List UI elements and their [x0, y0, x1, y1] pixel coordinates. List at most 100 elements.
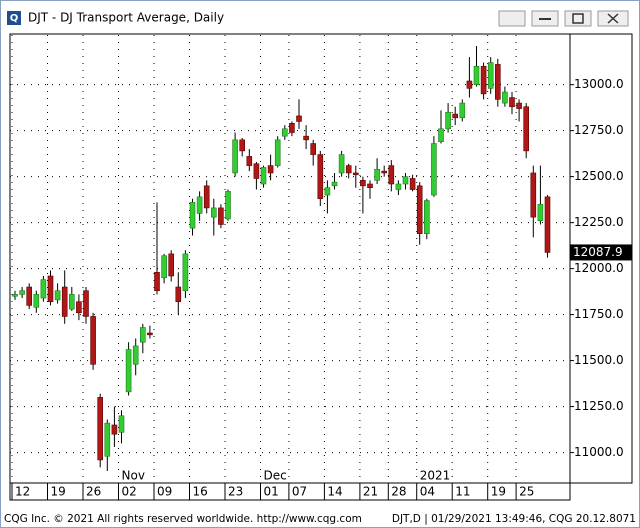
candle-body: [12, 294, 18, 297]
candle-body: [466, 80, 473, 89]
candle-body: [381, 170, 388, 174]
candle-body: [218, 207, 224, 225]
candle-body: [487, 62, 494, 89]
candle-body: [331, 181, 338, 187]
candle-body: [97, 397, 103, 461]
candle-body: [345, 165, 352, 174]
x-tick-label: 04: [420, 485, 435, 499]
candle-body: [502, 91, 508, 104]
candle-body: [303, 135, 309, 141]
candle-body: [225, 191, 231, 220]
link-button[interactable]: [498, 10, 526, 27]
candle-body: [445, 111, 451, 130]
candle-body: [494, 64, 501, 100]
candle-body: [324, 187, 331, 196]
candle-body: [267, 165, 274, 174]
candle-body: [40, 279, 47, 299]
y-tick-label: 12500.0: [574, 169, 624, 183]
candle-body: [76, 301, 82, 314]
candle-body: [175, 286, 182, 303]
x-tick-label: 26: [86, 485, 101, 499]
last-price-label: 12087.9: [573, 245, 623, 259]
y-tick-label: 13000.0: [574, 77, 624, 91]
x-tick-label: 19: [51, 485, 66, 499]
month-label: Nov: [122, 469, 145, 483]
x-axis-area: [9, 482, 571, 501]
x-tick-label: 12: [15, 485, 30, 499]
last-price-box: [570, 244, 632, 261]
candle-body: [317, 154, 324, 200]
month-label: 2021: [420, 469, 451, 483]
candle-body: [154, 271, 160, 291]
candle-body: [203, 185, 210, 209]
x-tick-label: 14: [327, 485, 342, 499]
candle-body: [239, 139, 245, 152]
candle-body: [69, 294, 75, 310]
app-icon: [7, 11, 21, 25]
candle-body: [168, 253, 174, 277]
candle-body: [395, 183, 402, 190]
close-glyph: [607, 13, 619, 24]
candle-body: [438, 128, 444, 142]
candle-body: [523, 106, 530, 152]
x-tick-label: 02: [122, 485, 137, 499]
candle-body: [409, 178, 416, 190]
y-tick-label: 11000.0: [574, 445, 624, 459]
x-tick-label: 23: [228, 485, 243, 499]
restore-button[interactable]: [564, 10, 592, 27]
candle-body: [374, 168, 380, 181]
candle-body: [140, 327, 146, 343]
candle-body: [54, 290, 61, 301]
candle-body: [125, 349, 132, 393]
candle-body: [33, 294, 40, 308]
candle-body: [232, 139, 238, 174]
app-icon-glyph: Q: [10, 13, 19, 24]
candle-body: [360, 180, 366, 187]
window-title: DJT - DJ Transport Average, Daily: [28, 11, 224, 25]
candle-body: [132, 345, 139, 365]
candle-body: [281, 128, 288, 137]
x-tick-label: 16: [193, 485, 208, 499]
candle-body: [537, 203, 544, 222]
candle-body: [253, 163, 260, 179]
candle-body: [452, 113, 459, 119]
candle-body: [459, 102, 466, 119]
candle-body: [274, 139, 281, 166]
candle-body: [147, 332, 153, 336]
candle-body: [289, 122, 295, 133]
status: DJT,D | 01/29/2021 13:49:46, CQG 20.12.8…: [392, 513, 636, 525]
candle-body: [473, 65, 480, 85]
y-tick-label: 12000.0: [574, 261, 624, 275]
x-tick-label: 11: [455, 485, 470, 499]
candle-body: [196, 196, 203, 214]
candle-body: [161, 255, 167, 279]
candle-body: [182, 253, 189, 291]
candle-body: [416, 185, 423, 234]
candle-body: [431, 143, 437, 196]
y-tick-label: 11500.0: [574, 353, 624, 367]
x-tick-label: 09: [157, 485, 172, 499]
x-tick-label: 01: [264, 485, 279, 499]
plot-area: [9, 33, 571, 484]
candle-body: [388, 165, 395, 185]
candle-body: [189, 202, 196, 229]
y-tick-label: 12750.0: [574, 123, 624, 137]
candle-body: [104, 422, 111, 457]
candle-body: [111, 424, 118, 435]
restore-glyph: [572, 13, 584, 24]
x-tick-label: 19: [491, 485, 506, 499]
candle-body: [544, 196, 551, 253]
candle-body: [118, 415, 125, 433]
candle-body: [423, 200, 430, 234]
candle-body: [246, 156, 253, 166]
x-tick-label: 21: [363, 485, 378, 499]
candle-body: [367, 183, 373, 188]
candle-body: [310, 143, 317, 155]
x-tick-label: 25: [519, 485, 534, 499]
y-tick-label: 11250.0: [574, 399, 624, 413]
candle-body: [530, 172, 537, 218]
candle-body: [83, 290, 89, 317]
candle-body: [47, 275, 54, 303]
